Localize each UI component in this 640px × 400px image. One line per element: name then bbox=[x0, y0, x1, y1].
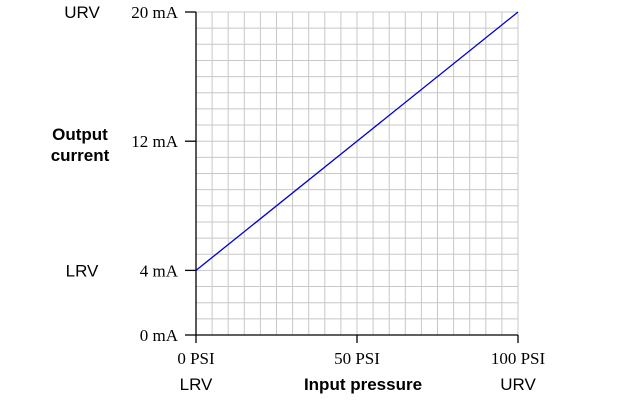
y-tick-label: 20 mA bbox=[131, 3, 178, 22]
y-range-label: URV bbox=[64, 3, 100, 22]
y-axis-label-line1: Output bbox=[52, 125, 108, 144]
x-axis-label: Input pressure bbox=[304, 375, 422, 394]
series bbox=[195, 11, 519, 271]
grid bbox=[195, 11, 519, 336]
x-tick-label: 100 PSI bbox=[491, 349, 546, 368]
y-tick-label: 0 mA bbox=[140, 326, 179, 345]
labels: 0 mA 4 mA LRV 12 mA 20 mA URV 0 PSI LRV 50 PSI 10… bbox=[64, 3, 545, 394]
series-line bbox=[195, 11, 519, 271]
x-tick-label: 0 PSI bbox=[177, 349, 215, 368]
y-tick-label: 12 mA bbox=[131, 132, 178, 151]
y-tick-label: 4 mA bbox=[140, 261, 179, 280]
x-range-label: URV bbox=[500, 375, 536, 394]
x-tick-label: 50 PSI bbox=[334, 349, 380, 368]
axes bbox=[185, 11, 519, 343]
y-axis-label-line2: current bbox=[51, 146, 110, 165]
x-range-label: LRV bbox=[180, 375, 213, 394]
y-range-label: LRV bbox=[66, 261, 99, 280]
